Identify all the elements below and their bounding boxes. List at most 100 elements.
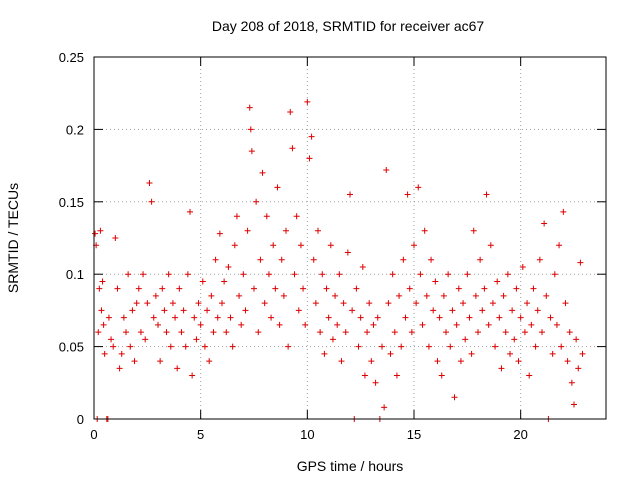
data-point	[108, 336, 115, 343]
data-point	[366, 300, 373, 307]
data-point	[204, 307, 211, 314]
data-point	[498, 365, 505, 372]
data-point	[229, 343, 236, 350]
data-point	[263, 213, 270, 220]
data-point	[517, 314, 524, 321]
data-point	[246, 104, 253, 111]
data-point	[383, 166, 390, 173]
data-point	[502, 329, 509, 336]
data-point	[283, 227, 289, 234]
data-point	[521, 329, 528, 336]
data-point	[449, 307, 456, 314]
plot-frame	[93, 56, 607, 420]
data-point	[159, 285, 166, 292]
x-tick-label: 5	[197, 427, 204, 442]
data-point	[112, 235, 119, 241]
data-point	[421, 227, 428, 234]
data-point	[336, 271, 343, 278]
data-point	[556, 242, 563, 249]
data-point	[233, 213, 240, 220]
data-point	[236, 292, 243, 299]
data-point	[231, 242, 238, 249]
data-point	[526, 372, 533, 379]
data-point	[191, 314, 198, 321]
data-point	[172, 314, 179, 321]
data-point	[483, 191, 490, 198]
data-point	[511, 336, 518, 343]
data-point	[573, 336, 580, 343]
data-point	[280, 292, 287, 299]
y-axis-label: SRMTID / TECUs	[5, 183, 21, 293]
data-point	[321, 350, 328, 357]
data-point	[551, 271, 558, 278]
data-point	[408, 329, 415, 336]
data-point	[105, 314, 112, 321]
data-point	[195, 300, 202, 307]
data-point	[199, 278, 206, 285]
data-point	[146, 179, 153, 186]
data-point	[402, 314, 409, 321]
data-point	[251, 285, 257, 292]
data-point	[539, 329, 545, 336]
data-point	[453, 321, 460, 328]
data-point	[332, 292, 339, 299]
data-point	[400, 256, 407, 263]
data-point	[247, 126, 254, 133]
x-tick-label: 15	[407, 427, 421, 442]
data-point	[387, 350, 394, 357]
data-point	[257, 256, 264, 263]
data-point	[532, 343, 539, 350]
data-point	[300, 285, 307, 292]
data-point	[389, 271, 396, 278]
data-point	[370, 321, 377, 328]
y-tick-label: 0.15	[59, 195, 84, 210]
data-point	[270, 242, 277, 249]
y-tick-label: 0.05	[59, 340, 84, 355]
data-point	[575, 365, 582, 372]
data-point	[116, 365, 123, 372]
data-point	[216, 230, 223, 237]
data-point	[344, 249, 351, 256]
data-point	[214, 314, 221, 321]
data-point	[425, 343, 432, 350]
data-point	[295, 307, 302, 314]
data-point	[114, 285, 121, 292]
data-point	[97, 227, 104, 234]
data-point	[477, 256, 484, 263]
data-point	[361, 372, 368, 379]
data-point	[515, 358, 522, 365]
data-point	[225, 263, 232, 270]
data-point	[155, 321, 161, 328]
data-point	[357, 314, 364, 321]
data-point	[306, 155, 313, 162]
data-point	[398, 343, 405, 350]
data-point	[447, 343, 454, 350]
data-point	[182, 343, 189, 350]
data-point	[289, 145, 296, 152]
data-point	[193, 336, 200, 343]
data-point	[238, 321, 245, 328]
data-point	[123, 329, 129, 336]
data-point	[342, 329, 349, 336]
data-point	[440, 292, 447, 299]
data-point	[541, 220, 548, 227]
data-point	[353, 285, 360, 292]
data-point	[152, 292, 159, 299]
data-point	[553, 321, 560, 328]
data-point	[571, 401, 577, 408]
data-point	[472, 292, 479, 299]
data-point	[381, 404, 388, 411]
data-point	[255, 329, 262, 336]
data-point	[455, 285, 462, 292]
data-points	[92, 98, 586, 422]
data-point	[391, 329, 398, 336]
data-point	[438, 372, 445, 379]
data-point	[325, 314, 332, 321]
data-point	[96, 285, 103, 292]
data-point	[547, 314, 554, 321]
data-point	[406, 285, 413, 292]
data-point	[434, 358, 441, 365]
data-point	[161, 307, 168, 314]
data-point	[457, 358, 464, 365]
